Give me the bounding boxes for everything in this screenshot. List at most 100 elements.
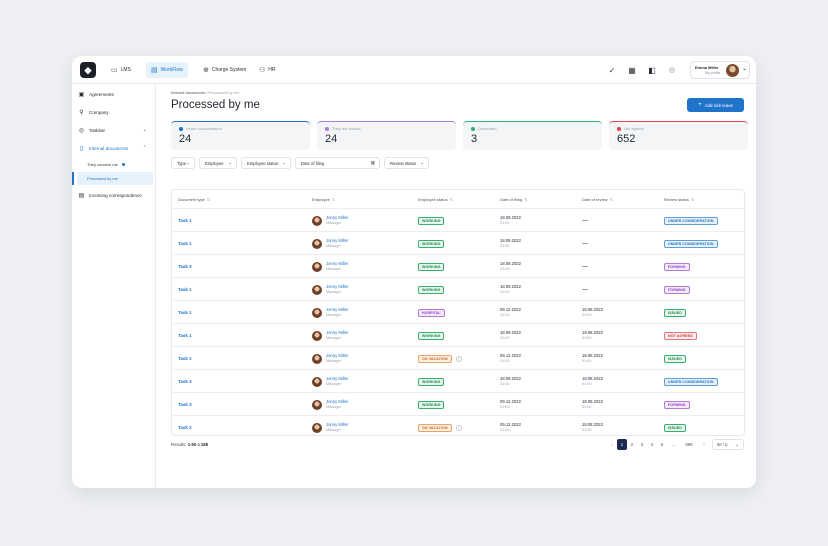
nav-tab-hr[interactable]: ⚇ HR [254,62,281,78]
review-date-empty: — [582,217,588,224]
page-button[interactable]: 3 [640,442,644,447]
review-status-badge: NOT AGREED [664,331,697,340]
employee-name[interactable]: Jonny Miller [326,238,349,243]
document-link[interactable]: Task 1 [178,310,192,315]
user-profile-link[interactable]: My profile [705,71,721,75]
page-button[interactable]: 999 [685,442,693,447]
page-button[interactable]: 2 [630,442,634,447]
per-page-select[interactable]: 50 / p. ⌄ [712,439,744,450]
stat-card-decorated[interactable]: Decorated 3 [463,121,602,150]
review-time-value: 01:00 [582,358,592,363]
chevron-left-icon[interactable]: ‹ [611,442,613,447]
filter-employee[interactable]: Employee ⌄ [199,157,237,169]
employee-name[interactable]: Jonny Miller [326,330,349,335]
table-row[interactable]: Task 2 Jonny Miller Manager ON VACATION i 09.… [172,346,744,369]
column-header-review-status[interactable]: Review status ⇅ [664,190,694,208]
stat-card-not-agreed[interactable]: Not agreed 652 [609,121,748,150]
info-icon[interactable]: i [455,355,462,362]
plus-icon: + [698,102,702,108]
filing-date-value: 09.12.2022 [500,353,521,358]
document-link[interactable]: Task 1 [178,241,192,246]
filing-time-value: 01:00 [500,404,510,409]
stat-card-under-consideration[interactable]: Under consideration 24 [171,121,310,150]
table-row[interactable]: Task 3 Jonny Miller Manager WORKING 18.09.20… [172,254,744,277]
filing-date-value: 18.09.2022 [500,376,521,381]
sidebar-item-internal-documents[interactable]: ▯ Internal documents ⌃ [77,141,151,155]
document-link[interactable]: Task 3 [178,402,192,407]
employee-name[interactable]: Jonny Miller [326,399,349,404]
document-link[interactable]: Task 1 [178,218,192,223]
table-row[interactable]: Task 1 Jonny Miller Manager HOSPITAL 09.12.2… [172,300,744,323]
stat-label: Decorated [478,125,497,131]
avatar [312,376,322,387]
review-time-value: 01:00 [582,427,592,432]
table-row[interactable]: Task 1 Jonny Miller Manager WORKING 18.09.20… [172,208,744,231]
table-row[interactable]: Task 3 Jonny Miller Manager WORKING 18.09.20… [172,369,744,392]
sidebar-item-company[interactable]: ⚲ Company [77,105,151,119]
stat-label: Under consideration [186,125,222,131]
table-row[interactable]: Task 1 Jonny Miller Manager WORKING 18.09.20… [172,323,744,346]
sidebar-subitem-processed-by-me[interactable]: Processed by me [77,172,153,185]
filing-time-value: 01:00 [500,312,510,317]
filing-time-value: 01:00 [500,335,510,340]
nav-tab-workflow[interactable]: ▤ WorkFlow [146,62,188,78]
sidebar-item-taskbar[interactable]: ◎ Taskbar ⌄ [77,123,151,137]
user-menu[interactable]: Emma Miller My profile ⌄ [690,61,750,79]
filter-review-status[interactable]: Review status ⌄ [384,157,429,169]
document-link[interactable]: Task 2 [178,425,192,430]
review-date: 18.08.2022 01:00 [582,376,603,387]
breadcrumb-parent[interactable]: Internal documents [171,90,206,95]
app-logo[interactable]: ◆ [80,62,96,78]
nav-tab-lms[interactable]: ▭ LMS [106,62,136,78]
employee-name[interactable]: Jonny Miller [326,353,349,358]
gear-icon[interactable]: ⚙ [668,65,676,75]
document-link[interactable]: Task 3 [178,379,192,384]
add-sick-leave-button[interactable]: + Add sick leave [687,98,744,112]
employee-name[interactable]: Jonny Miller [326,422,349,427]
document-link[interactable]: Task 1 [178,333,192,338]
main-content: Internal documents / Processed by me Pro… [157,84,756,488]
page-button[interactable]: 4 [650,442,654,447]
column-header-date-of-filing[interactable]: Date of filing ⇅ [500,190,528,208]
sort-icon: ⇅ [690,196,695,202]
employee-name[interactable]: Jonny Miller [326,376,349,381]
sidebar-item-incoming-correspondence[interactable]: ▤ Incoming correspondence [77,188,151,202]
table-row[interactable]: Task 3 Jonny Miller Manager WORKING 09.12.20… [172,392,744,415]
nav-tab-charge-system[interactable]: ⊕ Charge System [198,62,251,78]
column-header-date-of-review[interactable]: Date of review ⇅ [582,190,613,208]
unread-dot [121,163,125,166]
employee-status-badge: WORKING [418,331,445,340]
employee-name[interactable]: Jonny Miller [326,261,349,266]
info-icon[interactable]: i [455,424,462,431]
filter-type[interactable]: Type ⌄ [171,157,195,169]
filter-date-of-filing[interactable]: Date of filing ▦ [295,157,380,169]
column-header-employee-status[interactable]: Employee status ⇅ [418,190,453,208]
calendar-icon[interactable]: ▦ [628,65,636,75]
employee-name[interactable]: Jonny Miller [326,307,349,312]
column-header-employee[interactable]: Employee ⇅ [312,190,335,208]
filter-employee-status[interactable]: Employee status ⌄ [241,157,291,169]
employee-name[interactable]: Jonny Miller [326,215,349,220]
check-circle-icon[interactable]: ✓ [608,65,616,75]
employee-name[interactable]: Jonny Miller [326,284,349,289]
document-icon: ▯ [79,145,84,152]
document-link[interactable]: Task 2 [178,356,192,361]
page-button[interactable]: 1 [617,439,627,450]
sidebar-item-agreements[interactable]: ▣ Agreements [77,87,151,101]
chevron-right-icon[interactable]: › [703,442,705,447]
column-header-document-type[interactable]: Document type ⇅ [178,190,210,208]
chevron-down-icon: ⌄ [186,160,190,165]
table-row[interactable]: Task 2 Jonny Miller Manager ON VACATION i 09.… [172,415,744,435]
document-link[interactable]: Task 1 [178,287,192,292]
avatar [312,422,322,433]
page-button[interactable]: 5 [660,442,664,447]
employee-status-badge: HOSPITAL [418,308,445,317]
stat-card-issued[interactable]: They are issued 24 [317,121,456,150]
filing-date-value: 09.12.2022 [500,422,521,427]
status-dot [325,127,329,131]
sidebar-subitem-they-concern-me[interactable]: They concern me [77,158,153,171]
table-row[interactable]: Task 1 Jonny Miller Manager WORKING 18.09.20… [172,277,744,300]
table-row[interactable]: Task 1 Jonny Miller Manager WORKING 18.09.20… [172,231,744,254]
document-link[interactable]: Task 3 [178,264,192,269]
notification-icon[interactable]: ◧ [648,65,656,75]
